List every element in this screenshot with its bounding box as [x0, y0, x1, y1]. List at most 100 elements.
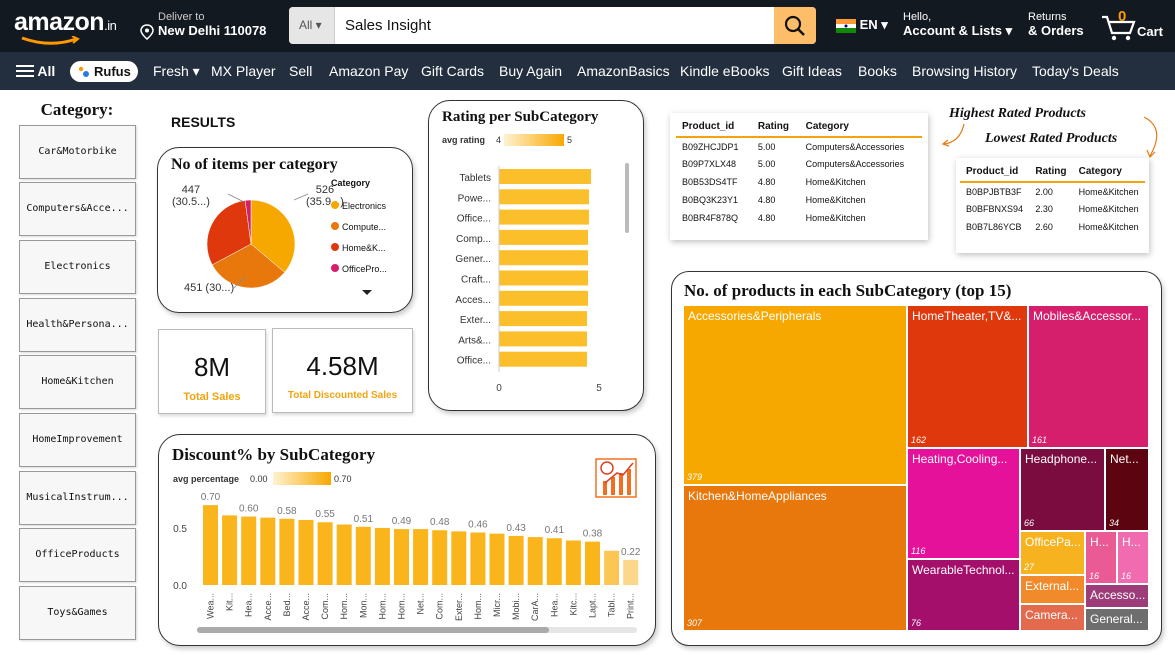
discount-bar[interactable] [527, 537, 543, 585]
search-category-select[interactable]: All ▾ [289, 7, 335, 44]
all-menu-button[interactable]: All [16, 52, 55, 90]
rating-bar[interactable] [499, 229, 588, 245]
discount-bar[interactable] [508, 535, 524, 585]
search-input[interactable] [335, 7, 765, 44]
amazon-logo[interactable]: amazon.in [14, 8, 117, 45]
discount-bar[interactable] [623, 559, 639, 585]
pie-slice[interactable] [206, 200, 252, 266]
rufus-button[interactable]: Rufus [70, 61, 138, 82]
nav-browsing-history[interactable]: Browsing History [912, 63, 1018, 79]
col-product-id[interactable]: Product_id [960, 162, 1030, 183]
col-product-id[interactable]: Product_id [676, 117, 752, 138]
rating-bar[interactable] [499, 250, 588, 266]
nav-todays-deals[interactable]: Today's Deals [1032, 63, 1119, 79]
treemap-cell[interactable]: Camera... [1020, 604, 1085, 631]
nav-mx-player[interactable]: MX Player [211, 63, 276, 79]
category-musical-instruments[interactable]: MusicalInstrum... [19, 471, 136, 525]
rating-bar[interactable] [499, 270, 588, 286]
rating-bar[interactable] [499, 331, 587, 347]
discount-bar[interactable] [241, 516, 257, 585]
nav-books[interactable]: Books [858, 63, 897, 79]
nav-gift-cards[interactable]: Gift Cards [421, 63, 485, 79]
discount-bar[interactable] [317, 522, 333, 585]
treemap-cell[interactable]: General... [1085, 608, 1149, 631]
treemap-cell[interactable]: External... [1020, 575, 1085, 604]
rating-scrollbar[interactable] [625, 163, 629, 233]
discount-bar[interactable] [565, 540, 581, 585]
rating-bar[interactable] [499, 189, 589, 205]
rating-bar[interactable] [499, 169, 591, 184]
nav-gift-ideas[interactable]: Gift Ideas [782, 63, 842, 79]
discount-bar[interactable] [336, 524, 352, 585]
treemap-cell[interactable]: HomeTheater,TV&... 162 [907, 305, 1028, 448]
col-rating[interactable]: Rating [1029, 162, 1073, 183]
nav-fresh[interactable]: Fresh ▾ [153, 63, 200, 79]
discount-bar[interactable] [451, 531, 467, 585]
category-office-products[interactable]: OfficeProducts [19, 528, 136, 582]
nav-buy-again[interactable]: Buy Again [499, 63, 563, 79]
discount-bar[interactable] [355, 526, 371, 585]
discount-bar[interactable] [394, 529, 409, 585]
treemap-cell[interactable]: H... 16 [1085, 531, 1117, 584]
discount-bar[interactable] [432, 530, 448, 585]
treemap-cell[interactable]: Headphone... 66 [1020, 448, 1105, 531]
nav-sell[interactable]: Sell [289, 63, 313, 79]
treemap-cell[interactable]: Accessories&Peripherals 379 [683, 305, 907, 485]
pie-slice[interactable] [244, 199, 252, 245]
treemap-cell[interactable]: Kitchen&HomeAppliances 307 [683, 485, 907, 631]
discount-bar[interactable] [374, 527, 390, 585]
discount-bar[interactable] [222, 515, 238, 585]
treemap-cell[interactable]: Heating,Cooling... 116 [907, 448, 1020, 559]
treemap-cell[interactable]: OfficePa... 27 [1020, 531, 1085, 575]
rating-bar[interactable] [499, 311, 587, 327]
col-category[interactable]: Category [1072, 162, 1145, 183]
category-toys-games[interactable]: Toys&Games [19, 586, 136, 640]
discount-scroll-thumb[interactable] [197, 627, 549, 633]
category-home-improvement[interactable]: HomeImprovement [19, 413, 136, 467]
category-electronics[interactable]: Electronics [19, 240, 136, 294]
chevron-down-icon[interactable] [361, 289, 373, 297]
category-home-kitchen[interactable]: Home&Kitchen [19, 355, 136, 409]
rating-bar[interactable] [499, 290, 588, 306]
treemap-cell[interactable]: Mobiles&Accessor... 161 [1028, 305, 1149, 448]
category-car-motorbike[interactable]: Car&Motorbike [19, 125, 136, 179]
legend-item[interactable]: OfficePro... [331, 259, 387, 280]
treemap-cell[interactable]: WearableTechnol... 76 [907, 559, 1020, 631]
language-selector[interactable]: EN ▾ [836, 17, 888, 33]
col-rating[interactable]: Rating [751, 117, 800, 138]
location-pin-icon [140, 24, 154, 40]
cart-button[interactable]: 0 Cart [1100, 8, 1170, 44]
discount-bar[interactable] [413, 529, 429, 585]
discount-bar[interactable] [298, 519, 314, 585]
pie-slice[interactable] [250, 199, 296, 273]
discount-bar[interactable] [260, 517, 276, 585]
nav-kindle-ebooks[interactable]: Kindle eBooks [680, 63, 770, 79]
discount-bar[interactable] [489, 533, 505, 585]
treemap-cell[interactable]: Accesso... [1085, 584, 1149, 608]
discount-data-label: 0.60 [239, 504, 259, 515]
rating-bar[interactable] [499, 209, 589, 225]
discount-scroll-track[interactable] [197, 627, 637, 633]
discount-bar[interactable] [604, 550, 620, 585]
treemap-cell[interactable]: H... 16 [1117, 531, 1149, 584]
discount-bar[interactable] [470, 532, 486, 585]
pie-slice[interactable] [211, 243, 285, 289]
discount-bar[interactable] [279, 518, 295, 585]
rating-bar[interactable] [499, 351, 587, 367]
legend-item[interactable]: Home&K... [331, 238, 387, 259]
legend-item[interactable]: Compute... [331, 217, 387, 238]
account-lists[interactable]: Hello, Account & Lists ▾ [903, 11, 1013, 38]
legend-item[interactable]: Electronics [331, 196, 387, 217]
discount-bar[interactable] [585, 541, 600, 585]
discount-bar[interactable] [546, 538, 562, 585]
category-computers[interactable]: Computers&Acce... [19, 182, 136, 236]
discount-bar[interactable] [203, 505, 218, 585]
col-category[interactable]: Category [799, 117, 922, 138]
treemap-cell[interactable]: Net... 34 [1105, 448, 1149, 531]
search-button[interactable] [774, 7, 816, 44]
nav-amazon-basics[interactable]: AmazonBasics [577, 63, 670, 79]
category-health[interactable]: Health&Persona... [19, 298, 136, 352]
deliver-to[interactable]: Deliver to New Delhi 110078 [140, 11, 266, 40]
returns-orders[interactable]: Returns & Orders [1028, 11, 1084, 38]
nav-amazon-pay[interactable]: Amazon Pay [329, 63, 409, 79]
